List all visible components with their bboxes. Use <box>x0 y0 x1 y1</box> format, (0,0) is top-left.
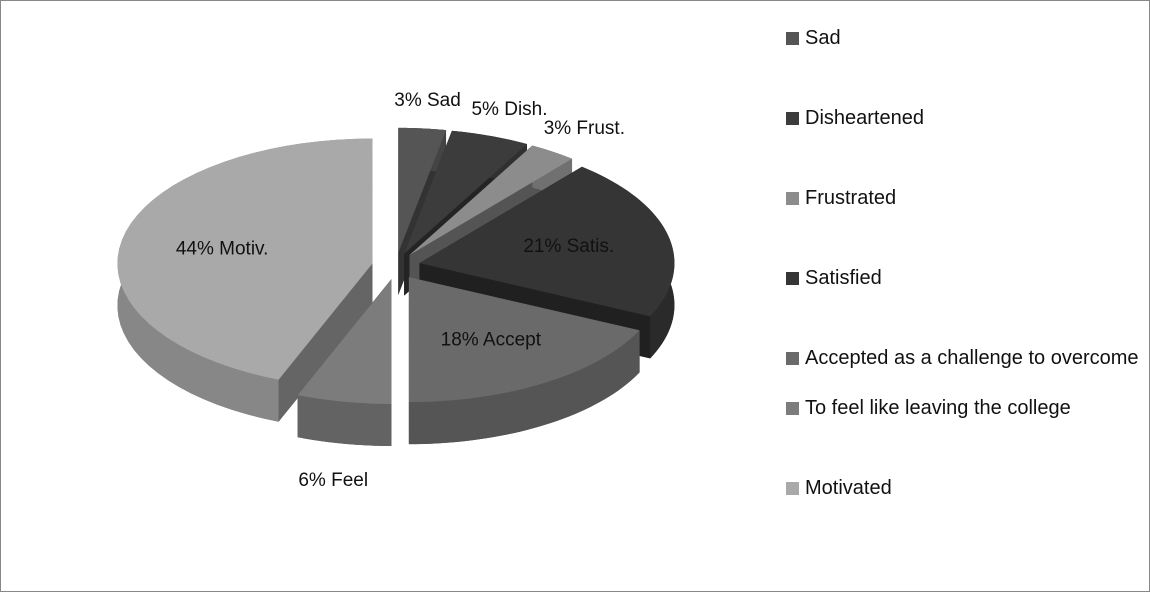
legend-swatch <box>786 112 799 125</box>
legend-item: Sad <box>786 23 1146 53</box>
slice-side <box>408 330 640 445</box>
legend-item: Accepted as a challenge to overcome <box>786 343 1146 373</box>
slice <box>297 278 392 404</box>
legend-label: Accepted as a challenge to overcome <box>805 347 1139 369</box>
slice-wall <box>278 263 373 422</box>
slice <box>408 277 640 403</box>
slice <box>404 130 527 254</box>
legend-item: To feel like leaving the college <box>786 393 1146 423</box>
data-label: 44% Motiv. <box>176 238 269 259</box>
legend-swatch <box>786 352 799 365</box>
legend-swatch <box>786 192 799 205</box>
legend-swatch <box>786 32 799 45</box>
data-label: 18% Accept <box>441 329 542 350</box>
legend-label: Motivated <box>805 477 892 499</box>
slice <box>398 127 447 253</box>
legend: Sad Disheartened Frustrated Satisfied Accept… <box>786 23 1146 503</box>
legend-label: Satisfied <box>805 267 882 289</box>
legend-label: Sad <box>805 27 841 49</box>
legend-label: To feel like leaving the college <box>805 397 1071 419</box>
legend-item: Frustrated <box>786 183 1146 213</box>
legend-label: Disheartened <box>805 107 924 129</box>
data-label: 21% Satis. <box>523 236 614 257</box>
legend-swatch <box>786 402 799 415</box>
legend-item: Disheartened <box>786 103 1146 133</box>
legend-swatch <box>786 482 799 495</box>
legend-item: Motivated <box>786 473 1146 503</box>
data-label: 6% Feel <box>298 470 368 491</box>
legend-swatch <box>786 272 799 285</box>
legend-item: Satisfied <box>786 263 1146 293</box>
slice <box>117 138 373 380</box>
data-label: 3% Sad <box>394 90 461 111</box>
data-label: 3% Frust. <box>544 118 625 139</box>
data-label: 5% Dish. <box>471 99 547 120</box>
slice <box>409 145 573 256</box>
legend-label: Frustrated <box>805 187 897 209</box>
slice <box>419 166 675 317</box>
slice-side <box>297 395 392 446</box>
